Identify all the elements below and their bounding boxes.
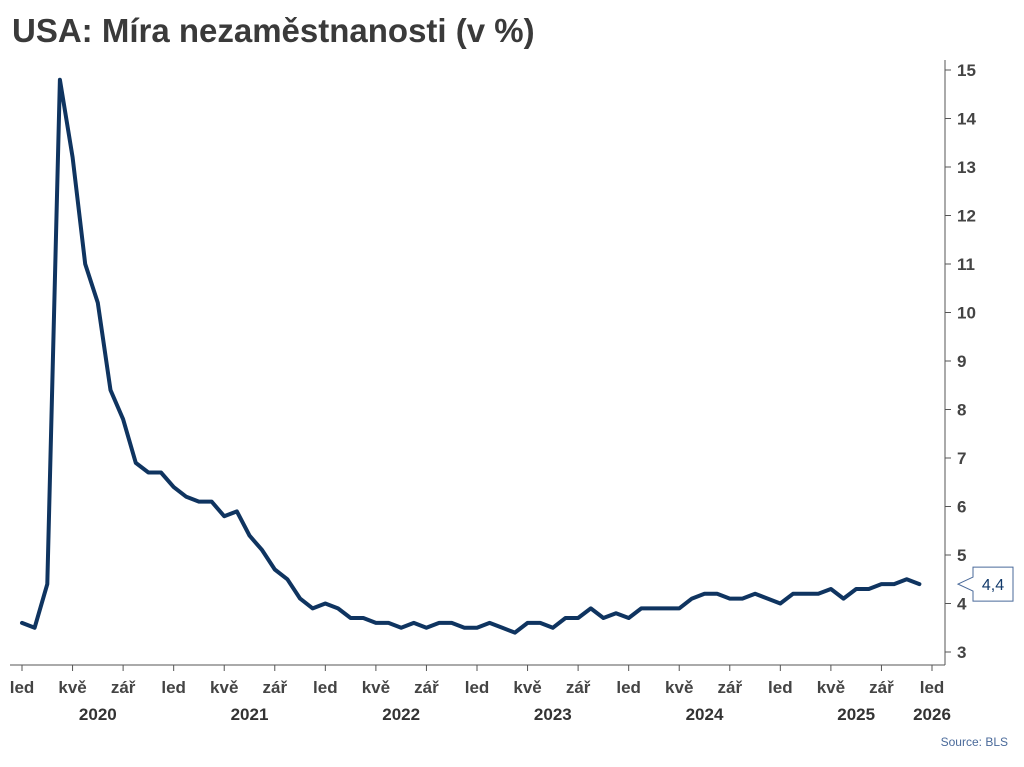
y-tick-label: 8 <box>957 401 966 420</box>
last-value-callout: 4,4 <box>956 566 1014 602</box>
y-tick-label: 9 <box>957 352 966 371</box>
source-note: Source: BLS <box>940 735 1008 749</box>
x-tick-label: kvě <box>58 678 86 697</box>
x-year-label: 2026 <box>913 705 951 724</box>
chart-title: USA: Míra nezaměstnanosti (v %) <box>12 12 535 49</box>
x-tick-label: led <box>768 678 793 697</box>
y-tick-label: 3 <box>957 643 966 662</box>
y-tick-label: 15 <box>957 61 976 80</box>
last-value-callout-box <box>956 566 1014 602</box>
x-tick-label: zář <box>566 678 591 697</box>
y-tick-label: 6 <box>957 498 966 517</box>
last-value-label: 4,4 <box>982 577 1004 594</box>
y-tick-label: 10 <box>957 304 976 323</box>
x-year-label: 2022 <box>382 705 420 724</box>
x-tick-label: kvě <box>362 678 390 697</box>
y-axis: 3 4 5 6 7 8 9 10 11 12 13 14 15 <box>944 60 976 665</box>
y-tick-label: 7 <box>957 449 966 468</box>
x-axis: led kvě zář led kvě zář led kvě zář led kvě zář led k… <box>10 664 951 724</box>
series-layer <box>20 77 922 635</box>
x-tick-label: zář <box>111 678 136 697</box>
y-tick-label: 4 <box>957 595 967 614</box>
y-tick-label: 13 <box>957 158 976 177</box>
x-year-label: 2025 <box>837 705 875 724</box>
x-tick-label: zář <box>869 678 894 697</box>
y-tick-label: 14 <box>957 110 976 129</box>
series-line-unemployment <box>20 77 922 635</box>
x-year-label: 2020 <box>79 705 117 724</box>
x-year-label: 2023 <box>534 705 572 724</box>
x-tick-label: zář <box>414 678 439 697</box>
x-tick-label: led <box>920 678 945 697</box>
x-tick-label: kvě <box>513 678 541 697</box>
x-tick-label: led <box>10 678 35 697</box>
x-tick-label: kvě <box>665 678 693 697</box>
x-tick-label: zář <box>262 678 287 697</box>
x-tick-label: zář <box>717 678 742 697</box>
y-tick-label: 12 <box>957 207 976 226</box>
y-tick-label: 5 <box>957 546 966 565</box>
y-tick-label: 11 <box>957 255 975 274</box>
x-year-label: 2024 <box>686 705 724 724</box>
x-tick-label: led <box>616 678 641 697</box>
x-tick-label: led <box>313 678 338 697</box>
x-year-label: 2021 <box>231 705 269 724</box>
x-tick-label: led <box>465 678 490 697</box>
x-tick-label: kvě <box>817 678 845 697</box>
x-tick-label: kvě <box>210 678 238 697</box>
x-tick-label: led <box>161 678 186 697</box>
